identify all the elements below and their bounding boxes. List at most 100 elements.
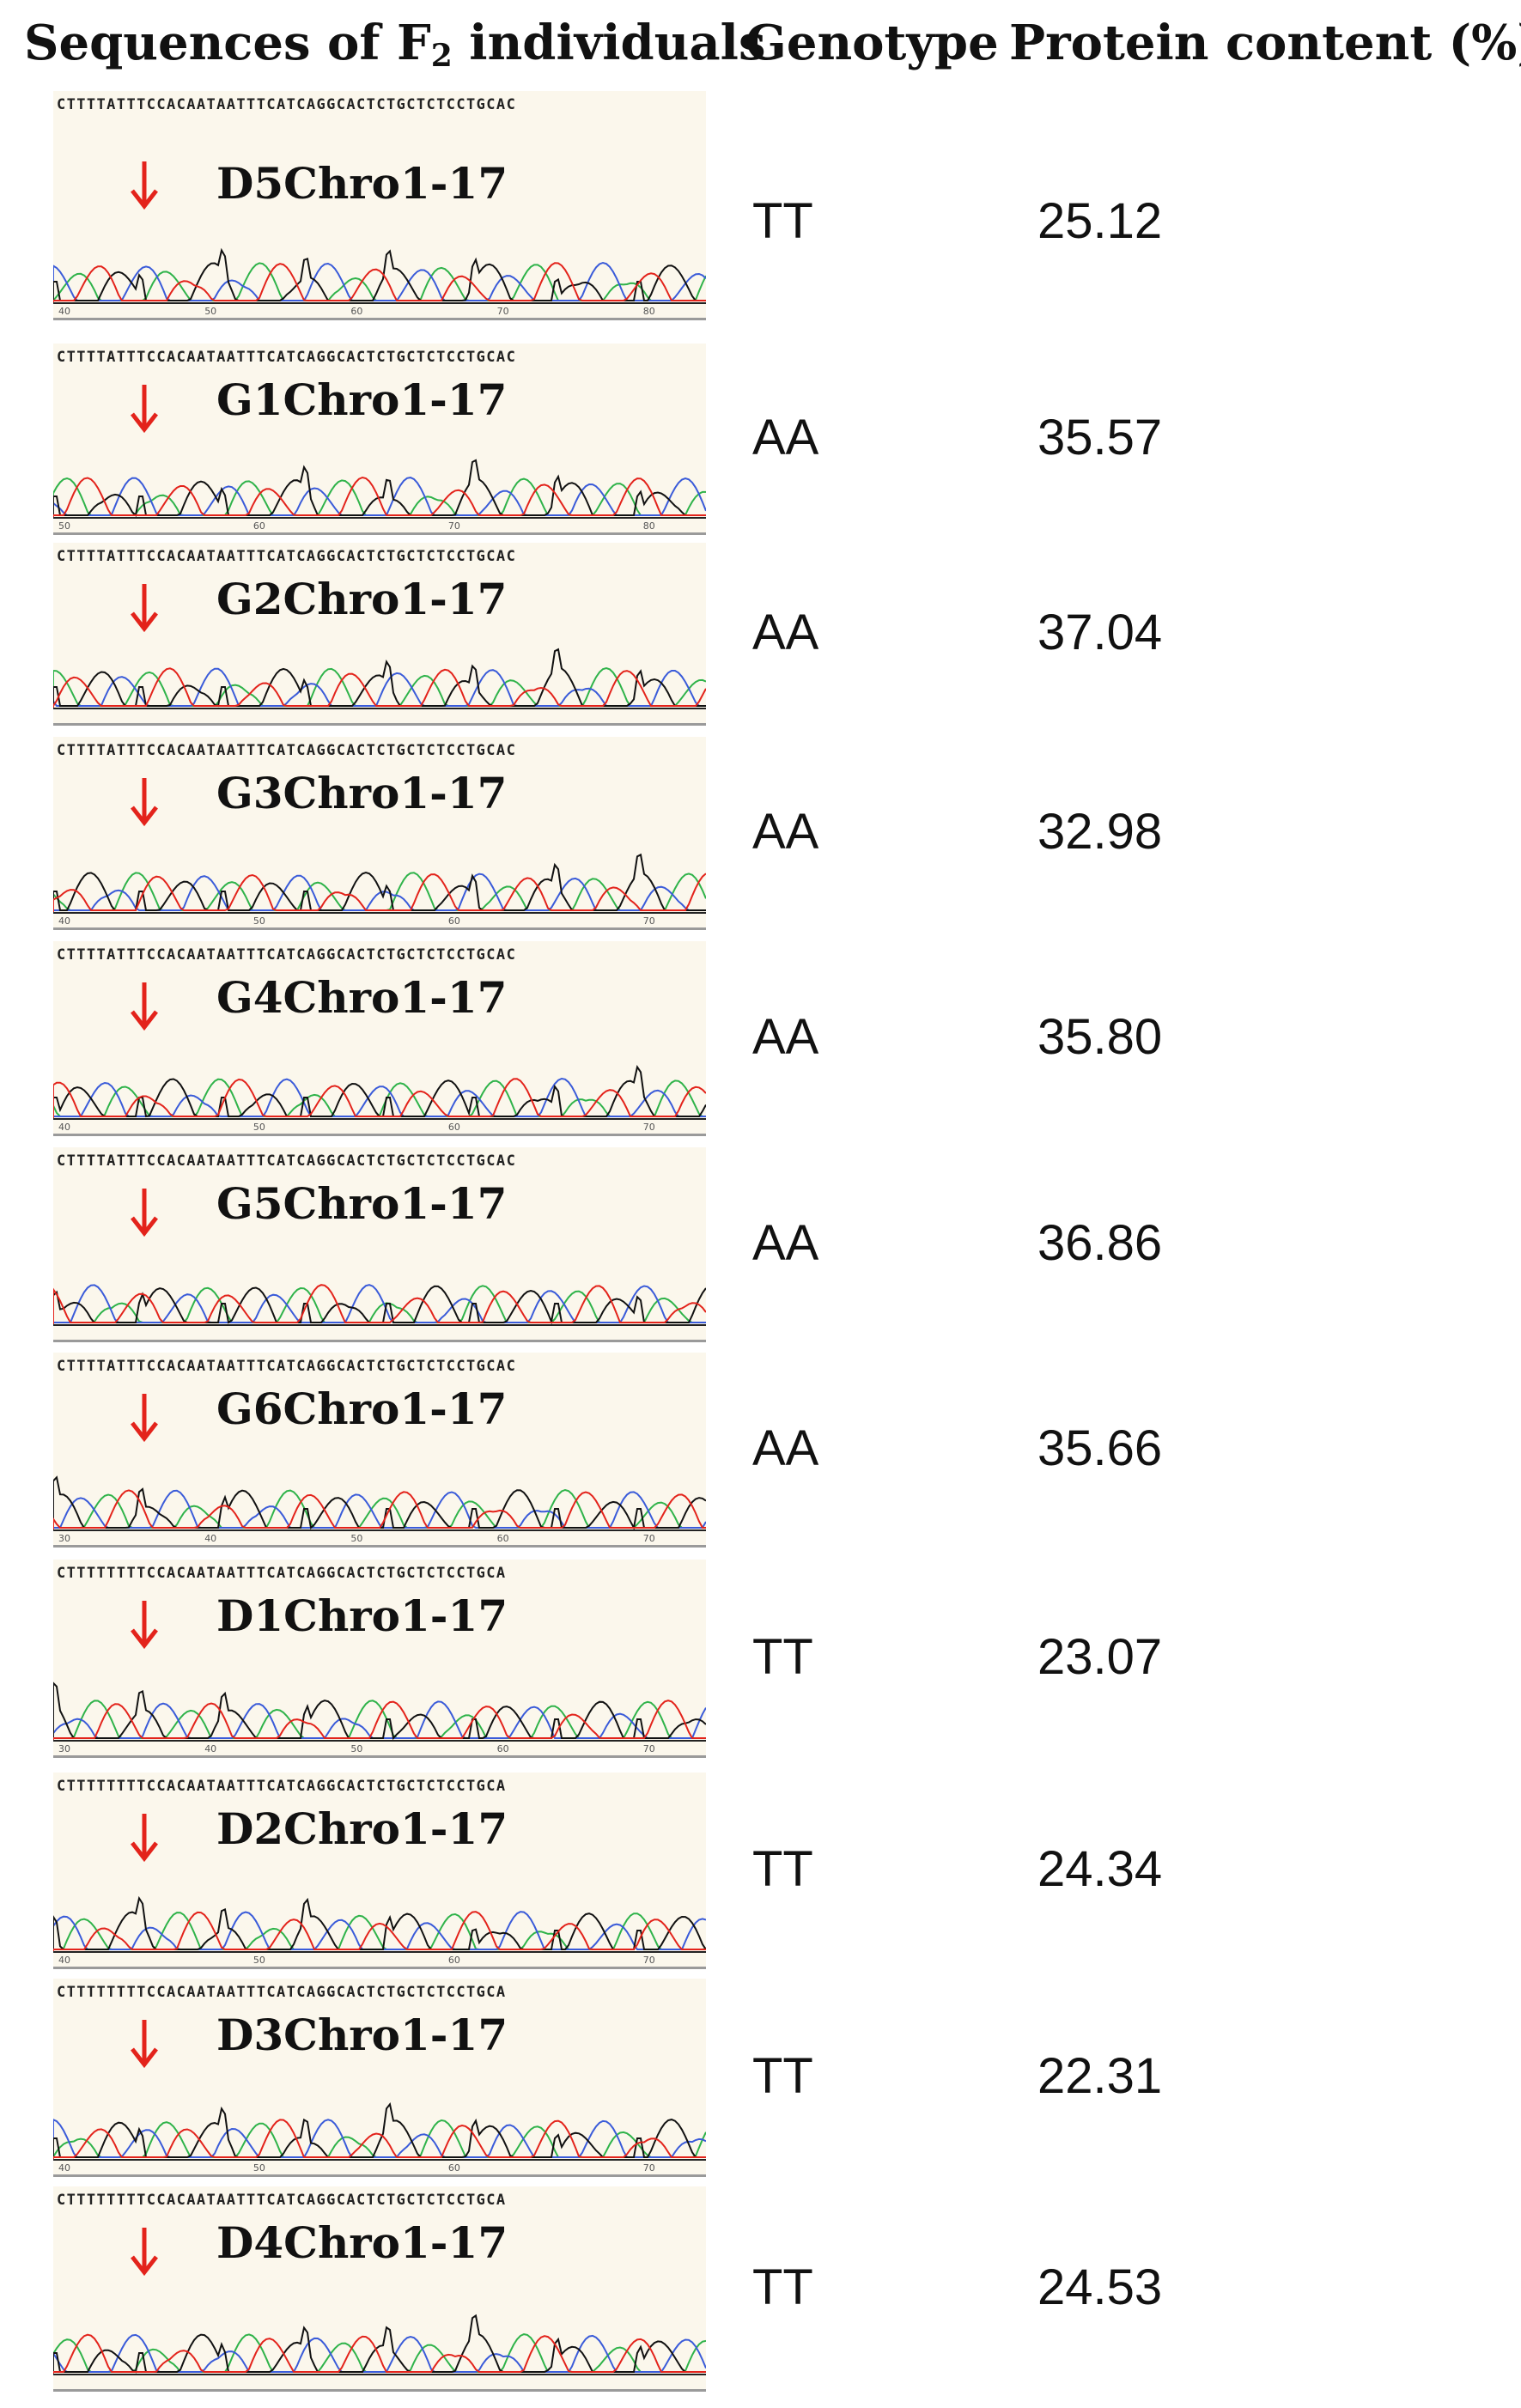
protein-value: 23.07 [1037,1629,1163,1685]
red-arrow-icon [131,385,158,434]
position-tick: 40 [58,306,70,317]
chromatogram-panel: CTTTTTTTTCCACAATAATTTCATCAGGCACTCTGCTCTC… [53,2186,706,2392]
position-tick: 70 [447,520,460,532]
chromatogram-panel: CTTTTATTTCCACAATAATTTCATCAGGCACTCTGCTCTC… [53,737,706,930]
position-tick: 50 [350,1743,363,1754]
position-tick: 70 [496,306,509,317]
sequence-text: CTTTTATTTCCACAATAATTTCATCAGGCACTCTGCTCTC… [57,946,517,964]
position-tick: 60 [496,1743,509,1754]
position-tick: 70 [642,1955,655,1966]
position-tick: 50 [252,1122,265,1133]
position-axis: 30 40 50 60 70 [53,1742,706,1755]
sample-row: CTTTTATTTCCACAATAATTTCATCAGGCACTCTGCTCTC… [0,941,1521,1136]
position-axis: 40 50 60 70 [53,2161,706,2174]
chromatogram-panel: CTTTTATTTCCACAATAATTTCATCAGGCACTCTGCTCTC… [53,941,706,1136]
red-arrow-icon [131,1601,158,1650]
sample-row: CTTTTATTTCCACAATAATTTCATCAGGCACTCTGCTCTC… [0,344,1521,535]
chromatogram-trace [53,247,706,304]
chromatogram-trace [53,1284,706,1326]
position-axis: 30 40 50 60 70 [53,1531,706,1545]
red-arrow-icon [131,778,158,827]
sample-row: CTTTTTTTTCCACAATAATTTCATCAGGCACTCTGCTCTC… [0,2186,1521,2392]
genotype-value: TT [752,1629,813,1685]
position-tick: 60 [447,915,460,927]
position-tick: 60 [447,1955,460,1966]
sample-label: D3Chro1-17 [216,2010,508,2060]
red-arrow-icon [131,982,158,1031]
genotype-value: AA [752,1215,819,1271]
position-tick: 80 [642,520,655,532]
sample-label: D5Chro1-17 [216,158,508,209]
sequence-text: CTTTTATTTCCACAATAATTTCATCAGGCACTCTGCTCTC… [57,1152,517,1170]
chromatogram-trace [53,1065,706,1120]
red-arrow-icon [131,161,158,210]
position-tick: 70 [642,1533,655,1544]
protein-value: 35.66 [1037,1420,1163,1476]
sample-label: G6Chro1-17 [216,1383,508,1434]
protein-value: 37.04 [1037,605,1163,660]
position-axis [53,1326,706,1340]
position-tick: 70 [642,1743,655,1754]
position-tick: 60 [447,2162,460,2174]
protein-column-header: Protein content (%) [1009,15,1521,71]
position-tick: 50 [350,1533,363,1544]
sample-row: CTTTTATTTCCACAATAATTTCATCAGGCACTCTGCTCTC… [0,91,1521,320]
chromatogram-trace [53,1895,706,1953]
position-tick: 70 [642,1122,655,1133]
sequence-text: CTTTTTTTTCCACAATAATTTCATCAGGCACTCTGCTCTC… [57,1984,507,2001]
red-arrow-icon [131,2228,158,2277]
sequence-text: CTTTTATTTCCACAATAATTTCATCAGGCACTCTGCTCTC… [57,96,517,113]
sample-label: D4Chro1-17 [216,2217,508,2268]
chromatogram-trace [53,648,706,709]
sequence-text: CTTTTATTTCCACAATAATTTCATCAGGCACTCTGCTCTC… [57,349,517,366]
position-tick: 40 [58,1122,70,1133]
sample-row: CTTTTATTTCCACAATAATTTCATCAGGCACTCTGCTCTC… [0,1147,1521,1342]
chromatogram-panel: CTTTTATTTCCACAATAATTTCATCAGGCACTCTGCTCTC… [53,1147,706,1342]
sample-label: D2Chro1-17 [216,1803,508,1854]
genotype-value: AA [752,804,819,860]
chromatogram-panel: CTTTTATTTCCACAATAATTTCATCAGGCACTCTGCTCTC… [53,91,706,320]
sample-row: CTTTTATTTCCACAATAATTTCATCAGGCACTCTGCTCTC… [0,1353,1521,1548]
sequence-text: CTTTTATTTCCACAATAATTTCATCAGGCACTCTGCTCTC… [57,742,517,759]
position-tick: 70 [642,915,655,927]
position-tick: 70 [642,2162,655,2174]
protein-value: 32.98 [1037,804,1163,860]
protein-value: 35.80 [1037,1009,1163,1065]
sample-row: CTTTTATTTCCACAATAATTTCATCAGGCACTCTGCTCTC… [0,543,1521,726]
chromatogram-trace [53,459,706,519]
protein-value: 24.34 [1037,1841,1163,1897]
position-axis: 40 50 60 70 [53,1953,706,1967]
protein-value: 25.12 [1037,193,1163,249]
position-tick: 80 [642,306,655,317]
sequence-text: CTTTTTTTTCCACAATAATTTCATCAGGCACTCTGCTCTC… [57,1778,507,1795]
position-tick: 40 [58,1955,70,1966]
chromatogram-panel: CTTTTATTTCCACAATAATTTCATCAGGCACTCTGCTCTC… [53,344,706,535]
sequence-text: CTTTTTTTTCCACAATAATTTCATCAGGCACTCTGCTCTC… [57,2192,507,2209]
position-tick: 30 [58,1743,70,1754]
sample-row: CTTTTTTTTCCACAATAATTTCATCAGGCACTCTGCTCTC… [0,1979,1521,2177]
position-tick: 60 [350,306,363,317]
protein-value: 24.53 [1037,2259,1163,2315]
position-tick: 50 [58,520,70,532]
sequence-text: CTTTTATTTCCACAATAATTTCATCAGGCACTCTGCTCTC… [57,548,517,565]
position-axis: 40 50 60 70 [53,1120,706,1134]
chromatogram-trace [53,2101,706,2161]
protein-value: 22.31 [1037,2048,1163,2104]
sample-label: G3Chro1-17 [216,768,508,818]
position-tick: 50 [252,915,265,927]
position-tick: 40 [58,2162,70,2174]
sample-row: CTTTTTTTTCCACAATAATTTCATCAGGCACTCTGCTCTC… [0,1773,1521,1969]
red-arrow-icon [131,1814,158,1863]
chromatogram-trace [53,2314,706,2375]
sample-row: CTTTTTTTTCCACAATAATTTCATCAGGCACTCTGCTCTC… [0,1560,1521,1758]
position-axis [53,2375,706,2389]
sample-row: CTTTTATTTCCACAATAATTTCATCAGGCACTCTGCTCTC… [0,737,1521,930]
position-tick: 40 [58,915,70,927]
chromatogram-panel: CTTTTTTTTCCACAATAATTTCATCAGGCACTCTGCTCTC… [53,1979,706,2177]
sample-label: G4Chro1-17 [216,972,508,1023]
genotype-value: AA [752,1009,819,1065]
protein-value: 35.57 [1037,410,1163,465]
chromatogram-panel: CTTTTTTTTCCACAATAATTTCATCAGGCACTCTGCTCTC… [53,1560,706,1758]
red-arrow-icon [131,2020,158,2069]
chromatogram-panel: CTTTTATTTCCACAATAATTTCATCAGGCACTCTGCTCTC… [53,543,706,726]
